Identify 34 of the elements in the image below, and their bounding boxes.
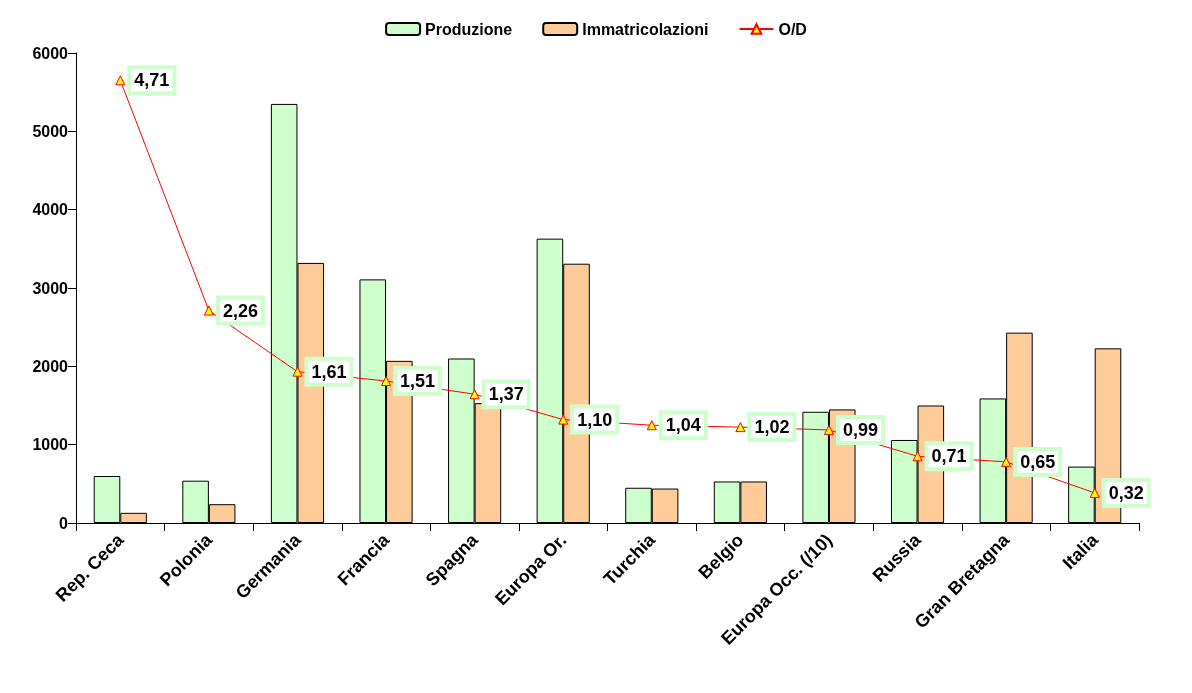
legend-label: Produzione [425, 20, 513, 38]
data-label: 2,26 [222, 300, 258, 321]
data-label: 1,37 [488, 384, 524, 405]
point [292, 366, 303, 377]
data-label: 1,04 [665, 415, 701, 436]
legend-label: O/D [778, 20, 807, 38]
point [115, 75, 126, 86]
data-label: 0,99 [842, 419, 879, 440]
point [646, 420, 657, 431]
point [381, 376, 392, 387]
y-tick-label: 3000 [32, 279, 69, 297]
point [735, 422, 746, 433]
point [823, 424, 834, 435]
data-label: 1,02 [754, 417, 790, 438]
data-label: 4,71 [134, 70, 170, 91]
point [1001, 456, 1012, 467]
y-tick-label: 5000 [32, 122, 69, 140]
data-label: 1,61 [311, 361, 347, 382]
point [558, 414, 569, 425]
y-tick-label: 1000 [32, 436, 69, 454]
y-tick-label: 0 [59, 514, 69, 532]
y-tick-label: 2000 [32, 357, 69, 375]
data-label: 1,10 [577, 409, 613, 430]
point [1089, 487, 1100, 498]
data-label: 0,71 [931, 446, 967, 467]
y-tick-label: 6000 [32, 44, 69, 62]
point [912, 451, 923, 462]
data-label: 1,51 [400, 371, 436, 392]
point [203, 305, 214, 316]
data-label: 0,32 [1108, 482, 1144, 503]
y-tick-label: 4000 [32, 201, 69, 219]
point [469, 389, 480, 400]
data-label: 0,65 [1020, 451, 1056, 472]
legend-label: Immatricolazioni [582, 20, 709, 38]
